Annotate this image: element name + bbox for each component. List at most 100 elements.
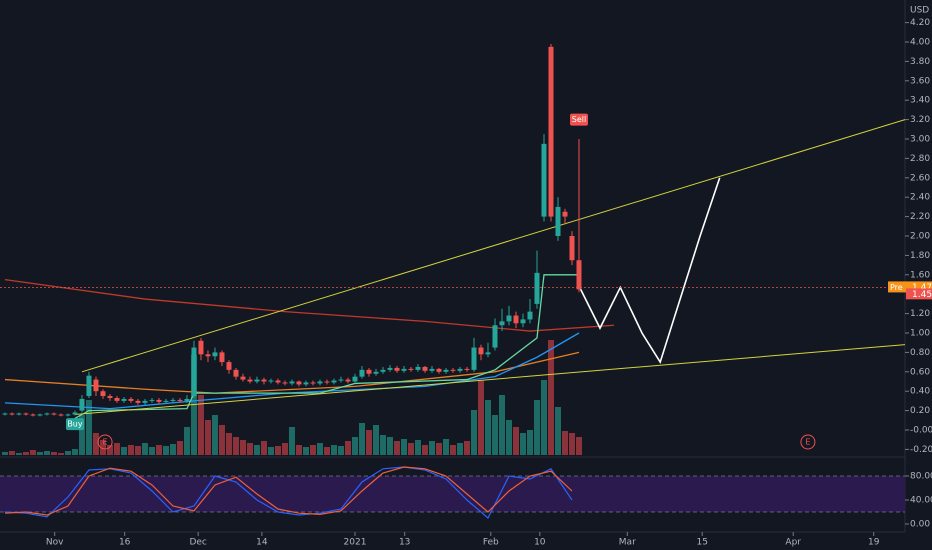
volume-bar	[260, 441, 267, 455]
y-tick-label: 0.20	[910, 406, 930, 416]
candle-body	[422, 366, 428, 371]
candle-body	[226, 362, 232, 370]
volume-bar	[498, 395, 505, 455]
volume-bar	[372, 425, 379, 455]
y-tick-label: 3.80	[910, 57, 930, 67]
volume-bar	[113, 443, 120, 455]
volume-bar	[134, 446, 141, 455]
price-label-name-box	[888, 281, 906, 293]
y-tick-label: 3.60	[910, 76, 930, 86]
candle-body	[373, 371, 379, 374]
y-tick-label: -0.00	[910, 426, 932, 436]
volume-bar	[400, 439, 407, 455]
y-tick-label: -0.20	[910, 445, 932, 455]
candle-body	[534, 272, 540, 304]
volume-bar	[428, 441, 435, 455]
candle-body	[387, 367, 393, 370]
candle-body	[548, 46, 554, 217]
y-tick-label: 2.20	[910, 212, 930, 222]
candle-body	[576, 260, 582, 290]
volume-bar	[526, 430, 533, 455]
candle-body	[324, 381, 330, 383]
volume-bar	[365, 430, 372, 455]
moving-average	[74, 274, 579, 419]
candle-body	[72, 412, 78, 415]
candle-body	[394, 367, 400, 371]
candle-body	[401, 368, 407, 371]
volume-bar	[505, 420, 512, 455]
candle-body	[457, 368, 463, 371]
volume-bar	[547, 340, 554, 455]
candle-body	[541, 143, 547, 217]
earnings-marker	[800, 434, 816, 450]
candle-body	[289, 381, 295, 384]
moving-average	[4, 351, 580, 394]
volume-bar	[449, 445, 456, 455]
candle-body	[240, 376, 246, 380]
y-tick-label: 80.00	[910, 472, 932, 482]
volume-bar	[36, 452, 43, 455]
volume-bar	[351, 437, 358, 455]
candle-body	[478, 347, 484, 355]
marker-label: Sell	[572, 115, 586, 124]
volume-bar	[197, 395, 204, 455]
candle-body	[198, 340, 204, 355]
volume-bar	[519, 433, 526, 455]
volume-bar	[281, 443, 288, 455]
volume-bar	[85, 400, 92, 455]
volume-bar	[148, 447, 155, 455]
candle-body	[562, 211, 568, 217]
candle-body	[58, 414, 64, 416]
candle-body	[282, 382, 288, 384]
y-tick-label: 0.40	[910, 387, 930, 397]
volume-bar	[554, 407, 561, 455]
volume-bar	[323, 447, 330, 455]
candle-body	[16, 413, 22, 415]
x-tick-label: Dec	[189, 538, 206, 548]
price-label-box	[906, 288, 932, 300]
candle-body	[380, 369, 386, 372]
trendline	[81, 119, 906, 373]
volume-bar	[64, 451, 71, 455]
volume-bar	[57, 453, 64, 455]
candle-body	[163, 400, 169, 402]
candle-body	[121, 398, 127, 401]
volume-bar	[309, 445, 316, 455]
trendline	[74, 344, 906, 415]
candle-body	[219, 352, 225, 363]
candle-body	[506, 315, 512, 322]
candle-body	[2, 413, 8, 415]
candle-body	[86, 375, 92, 397]
volume-bar	[463, 441, 470, 455]
moving-average	[4, 332, 580, 410]
volume-bar	[302, 447, 309, 455]
candle-body	[310, 382, 316, 384]
candle-body	[317, 381, 323, 384]
volume-bar	[274, 446, 281, 455]
price-label-box	[906, 281, 932, 293]
volume-bar	[218, 425, 225, 455]
candle-body	[569, 236, 575, 261]
candle-body	[464, 368, 470, 370]
earnings-label: E	[805, 438, 810, 447]
candle-body	[492, 325, 498, 348]
volume-bar	[295, 445, 302, 455]
y-tick-label: 1.00	[910, 329, 930, 339]
volume-bar	[155, 445, 162, 455]
candle-body	[359, 369, 365, 377]
candle-body	[37, 414, 43, 416]
volume-bar	[232, 437, 239, 455]
volume-bar	[379, 435, 386, 455]
volume-bar	[533, 400, 540, 455]
candle-body	[205, 354, 211, 357]
y-tick-label: 2.00	[910, 232, 930, 242]
y-tick-label: 1.60	[910, 270, 930, 280]
candle-body	[254, 379, 260, 382]
candle-body	[100, 391, 106, 397]
candle-body	[296, 381, 302, 385]
marker-box	[65, 418, 84, 431]
y-tick-label: 0.60	[910, 367, 930, 377]
volume-bar	[1, 452, 8, 455]
candle-body	[499, 321, 505, 326]
